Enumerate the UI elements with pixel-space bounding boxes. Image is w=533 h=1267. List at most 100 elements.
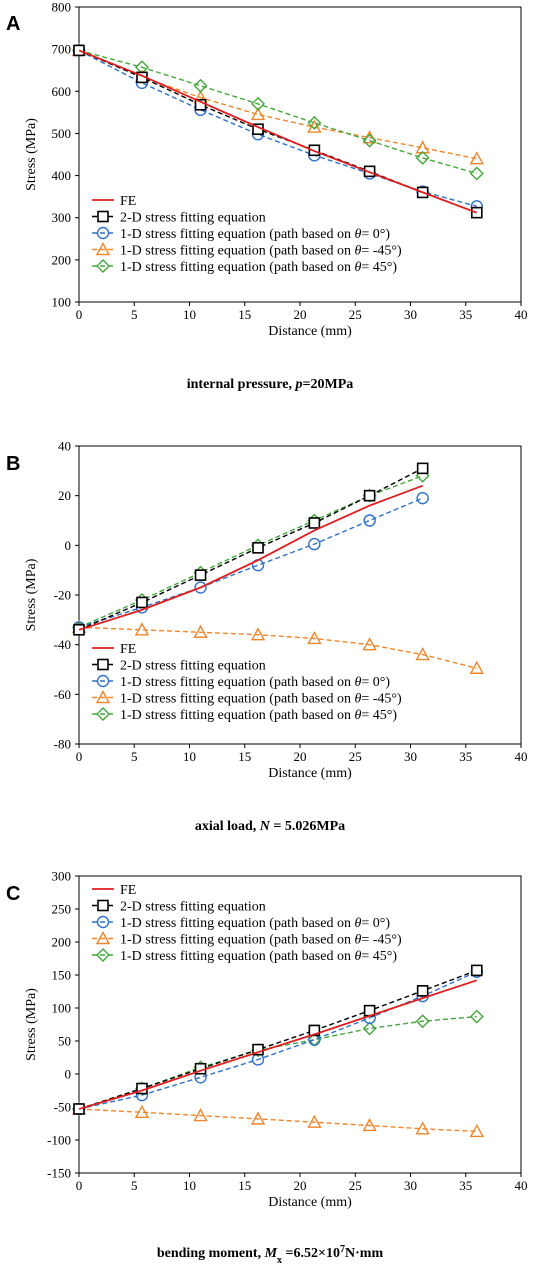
triangle-marker	[469, 1123, 484, 1138]
y-tick-label: -20	[54, 588, 71, 603]
diamond-marker	[251, 96, 265, 111]
series-theta45	[72, 43, 484, 181]
x-tick-label: 25	[349, 1178, 362, 1193]
series-fe	[78, 979, 478, 1110]
series-fit2d	[73, 964, 483, 1115]
y-tick-label: 100	[52, 295, 72, 310]
panel-letter: B	[6, 453, 20, 475]
square-marker	[308, 1024, 321, 1037]
x-tick-label: 0	[76, 749, 83, 764]
x-tick-label: 35	[459, 1178, 472, 1193]
x-tick-label: 25	[349, 749, 362, 764]
legend-label: 2-D stress fitting equation	[120, 659, 266, 674]
square-marker	[363, 489, 376, 502]
y-tick-label: 0	[65, 1067, 72, 1082]
series-thetam45	[71, 42, 484, 165]
y-tick-label: -150	[47, 1166, 71, 1181]
diamond-marker	[415, 1014, 430, 1029]
x-tick-label: 20	[294, 1178, 307, 1193]
y-tick-label: -80	[54, 737, 71, 752]
y-tick-label: 150	[52, 968, 72, 983]
panel-caption: bending moment, Mx =6.52×107N·mm	[157, 1244, 384, 1266]
triangle-marker	[469, 660, 484, 674]
panel-B: B -80 -60 -40 -20 0 20 40 0 5 10 15 20 25 30 35 40 Distan…	[6, 439, 528, 835]
legend-label: 1-D stress fitting equation (path based …	[120, 708, 397, 723]
legend-entry-fe: FE	[92, 194, 136, 209]
series-fe	[78, 484, 424, 631]
y-tick-label: 500	[52, 126, 72, 141]
square-marker	[97, 658, 109, 671]
legend-entry-theta0: 1-D stress fitting equation (path based …	[92, 226, 390, 242]
y-tick-label: 0	[65, 538, 72, 553]
x-tick-label: 10	[183, 307, 196, 322]
x-tick-label: 25	[349, 307, 362, 322]
y-tick-label: 800	[52, 0, 72, 15]
x-axis-title: Distance (mm)	[268, 1195, 352, 1210]
series-line	[78, 971, 478, 1110]
diamond-marker	[193, 78, 208, 93]
y-tick-label: -100	[47, 1133, 71, 1148]
square-marker	[136, 596, 148, 609]
y-tick-label: 50	[58, 1034, 71, 1049]
x-tick-label: 10	[183, 749, 196, 764]
triangle-marker	[134, 1104, 150, 1118]
legend-label: 1-D stress fitting equation (path based …	[120, 244, 402, 259]
circle-marker	[194, 581, 207, 594]
panel-caption: internal pressure, p=20MPa	[187, 377, 354, 392]
square-marker	[416, 985, 429, 997]
legend-entry-thetam45: 1-D stress fitting equation (path based …	[92, 931, 402, 948]
diamond-marker	[415, 150, 430, 165]
circle-marker	[416, 491, 429, 505]
series-fit2d	[73, 462, 429, 636]
legend-entry-fit2d: 2-D stress fitting equation	[92, 900, 266, 915]
x-tick-label: 0	[76, 307, 83, 322]
triangle-marker	[95, 931, 111, 945]
panel-C: C -150 -100 -50 0 50 100 150 200 250 300 0 5 10 15 20 25…	[6, 869, 528, 1266]
legend-entry-fit2d: 2-D stress fitting equation	[92, 211, 266, 226]
legend-label: FE	[120, 642, 136, 657]
square-marker	[252, 1043, 264, 1056]
legend-entry-thetam45: 1-D stress fitting equation (path based …	[92, 242, 402, 259]
legend-entry-theta45: 1-D stress fitting equation (path based …	[92, 259, 397, 275]
diamond-marker	[96, 259, 110, 273]
legend-label: FE	[120, 883, 136, 898]
legend-entry-theta0: 1-D stress fitting equation (path based …	[92, 915, 390, 931]
y-tick-label: -60	[54, 687, 71, 702]
series-theta45	[72, 1009, 484, 1116]
series-line	[78, 1108, 477, 1133]
square-marker	[97, 899, 109, 912]
diamond-marker	[362, 133, 377, 148]
diamond-marker	[469, 166, 484, 181]
x-tick-label: 20	[294, 749, 307, 764]
legend-label: 1-D stress fitting equation (path based …	[120, 692, 402, 707]
square-marker	[416, 462, 429, 475]
legend-entry-theta45: 1-D stress fitting equation (path based …	[92, 948, 397, 964]
legend-entry-fit2d: 2-D stress fitting equation	[92, 659, 266, 674]
y-tick-label: 400	[52, 168, 72, 183]
diamond-marker	[362, 1021, 377, 1036]
x-tick-label: 15	[238, 1178, 251, 1193]
triangle-marker	[193, 624, 208, 638]
series-line	[78, 1015, 477, 1110]
legend-label: 1-D stress fitting equation (path based …	[120, 260, 397, 275]
circle-marker	[96, 674, 110, 688]
triangle-marker	[95, 690, 111, 704]
diamond-marker	[307, 115, 322, 130]
triangle-marker	[134, 622, 150, 636]
circle-marker	[363, 514, 376, 527]
legend-label: FE	[120, 194, 136, 209]
legend-label: 1-D stress fitting equation (path based …	[120, 675, 390, 690]
triangle-marker	[469, 151, 484, 165]
y-tick-label: 300	[52, 869, 72, 884]
series-line	[78, 49, 478, 214]
x-tick-label: 10	[183, 1178, 196, 1193]
x-tick-label: 5	[131, 1178, 138, 1193]
legend-entry-fe: FE	[92, 883, 136, 898]
x-tick-label: 40	[515, 307, 528, 322]
square-marker	[308, 517, 321, 529]
square-marker	[194, 569, 207, 581]
